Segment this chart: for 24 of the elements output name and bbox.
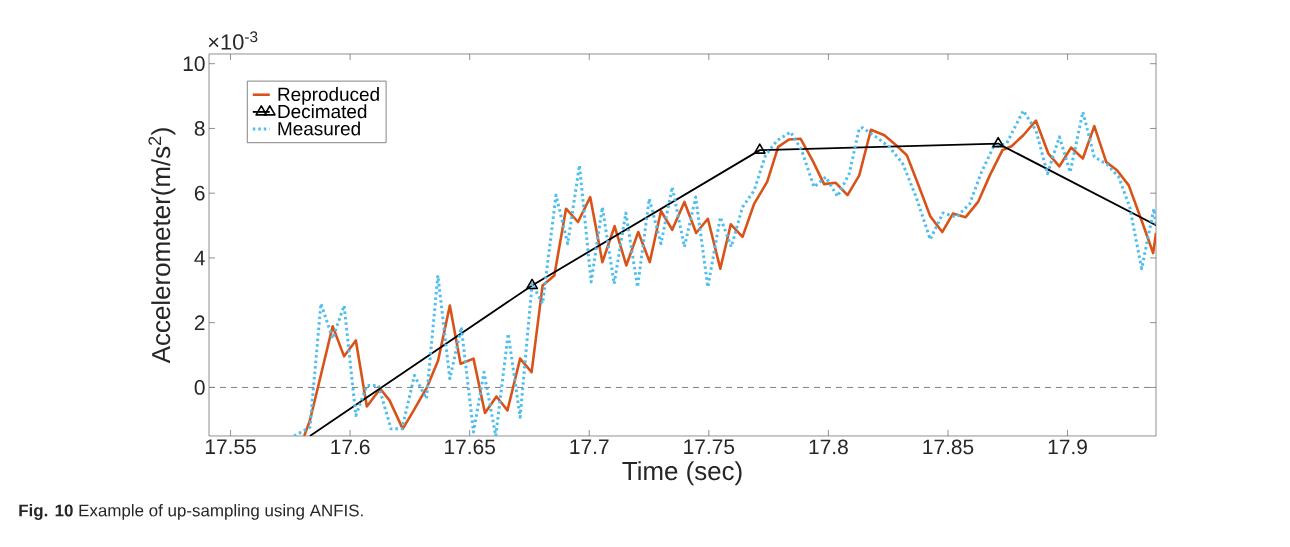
- legend-label: Measured: [278, 121, 360, 136]
- x-tick-label: 17.85: [923, 439, 974, 455]
- y-tick-label: 4: [194, 250, 205, 266]
- point: [992, 136, 1005, 148]
- point: [526, 278, 539, 290]
- text: Fig. 10 Example of up-sampling using ANFIS.: [19, 504, 363, 520]
- legend-label: Reproduced: [278, 87, 379, 105]
- y-tick-label: 10: [183, 56, 205, 72]
- x-tick-label: 17.6: [331, 439, 370, 455]
- y-tick-label: 6: [194, 185, 205, 201]
- x-tick-label: 17.9: [1048, 439, 1087, 455]
- y-tick-label: 2: [194, 315, 205, 330]
- point: [753, 143, 766, 154]
- y-tick-label: 0: [194, 380, 205, 395]
- text: ×10$^{-3}$: [208, 31, 258, 50]
- x-axis-title: Time (sec): [622, 461, 742, 486]
- y-tick-label: 8: [194, 121, 205, 136]
- x-tick-label: 17.75: [684, 439, 735, 455]
- legend-label: Decimated: [278, 104, 367, 119]
- x-tick-label: 17.55: [205, 439, 256, 455]
- x-tick-label: 17.65: [445, 439, 495, 455]
- x-tick-label: 17.7: [570, 439, 609, 454]
- y-axis-title: Accelerometer(m/s$^{2}$): [148, 128, 176, 364]
- x-tick-label: 17.8: [809, 439, 848, 455]
